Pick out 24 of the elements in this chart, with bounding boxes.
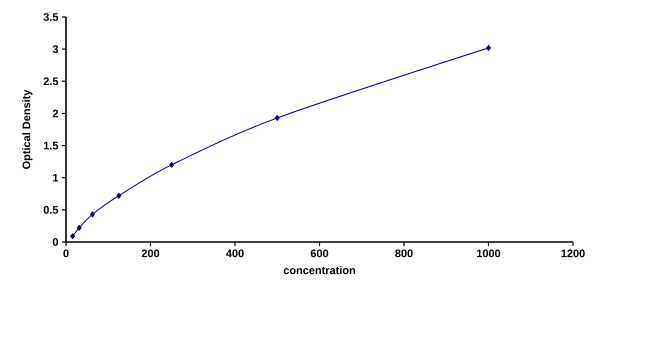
x-tick-label: 200 — [142, 250, 160, 258]
y-tick-label: 0.5 — [44, 206, 58, 214]
x-tick-label: 600 — [310, 250, 328, 258]
point — [90, 211, 95, 218]
x-tick-label: 400 — [226, 250, 244, 258]
y-axis-title: Optical Density — [22, 90, 32, 169]
x-tick-label: 800 — [395, 250, 413, 258]
x-tick-label: 1200 — [562, 250, 585, 258]
y-tick-label: 1 — [53, 174, 58, 182]
x-axis-title: concentration — [284, 266, 356, 274]
x-tick-label: 0 — [63, 250, 69, 258]
y-tick-label: 0 — [52, 238, 58, 246]
y-tick-label: 2 — [52, 110, 58, 118]
point — [76, 224, 82, 231]
point — [486, 44, 491, 51]
y-tick-label: 3 — [52, 45, 58, 54]
x-tick-label: 1000 — [477, 250, 500, 258]
point — [116, 192, 122, 199]
point — [70, 233, 75, 240]
point — [169, 162, 174, 168]
y-tick-label: 3.5 — [44, 13, 58, 21]
point — [274, 114, 280, 121]
y-tick-label: 1.5 — [44, 142, 58, 150]
y-tick-label: 2.5 — [44, 77, 58, 86]
